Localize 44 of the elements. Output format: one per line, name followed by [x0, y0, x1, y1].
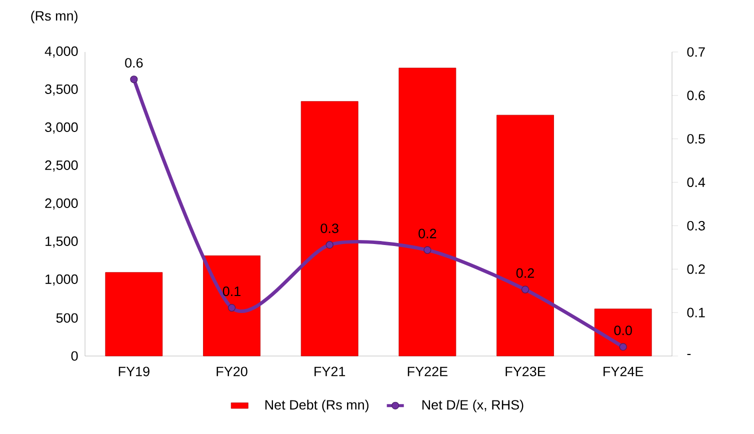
data-label: 0.0	[614, 326, 632, 336]
y-tick-label: 3,500	[45, 84, 78, 96]
bar	[398, 68, 456, 356]
point	[228, 304, 236, 312]
x-tick-label: FY24E	[604, 366, 644, 376]
x-tick-label: FY21	[314, 366, 346, 376]
y2-tick-label: 0.3	[687, 220, 705, 230]
x-tick-label: FY22E	[408, 366, 448, 376]
y2-tick-label: -	[687, 354, 691, 355]
point	[326, 241, 334, 249]
data-label: 0.2	[516, 268, 534, 278]
legend-label: Net Debt (Rs mn)	[265, 400, 368, 412]
y2-tick-label: 0.2	[687, 264, 705, 274]
legend-label: Net D/E (x, RHS)	[422, 400, 524, 412]
x-tick-label: FY19	[118, 366, 150, 376]
point	[521, 286, 530, 294]
y-tick-label: 0	[71, 351, 78, 361]
bar	[300, 101, 358, 356]
bar	[594, 308, 652, 356]
x-tick-label: FY20	[216, 366, 248, 376]
point	[424, 246, 432, 254]
y2-tick-label: 0.4	[687, 178, 706, 188]
data-label: 0.1	[222, 286, 240, 296]
y-axis-title: (Rs mn)	[31, 10, 78, 24]
y-tick-label: 4,000	[44, 46, 78, 58]
y-tick-label: 500	[56, 313, 78, 323]
x-tick-label: FY23E	[506, 366, 546, 376]
y2-tick-label: 0.1	[687, 308, 705, 318]
bar	[105, 272, 163, 356]
data-label: 0.6	[125, 58, 143, 68]
y-tick-label: 2,500	[45, 160, 78, 172]
point	[130, 76, 138, 84]
y-tick-label: 1,500	[46, 236, 78, 248]
data-label: 0.2	[418, 228, 436, 238]
bar	[496, 114, 554, 356]
y2-tick-label: 0.7	[687, 47, 705, 57]
bar	[203, 255, 260, 356]
data-label: 0.3	[320, 224, 338, 234]
y-tick-label: 3,000	[45, 122, 78, 134]
y2-tick-label: 0.6	[687, 90, 705, 100]
point	[619, 343, 627, 351]
y2-tick-label: 0.5	[687, 134, 705, 144]
y-tick-label: 2,000	[45, 198, 78, 210]
y-tick-label: 1,000	[46, 274, 78, 286]
